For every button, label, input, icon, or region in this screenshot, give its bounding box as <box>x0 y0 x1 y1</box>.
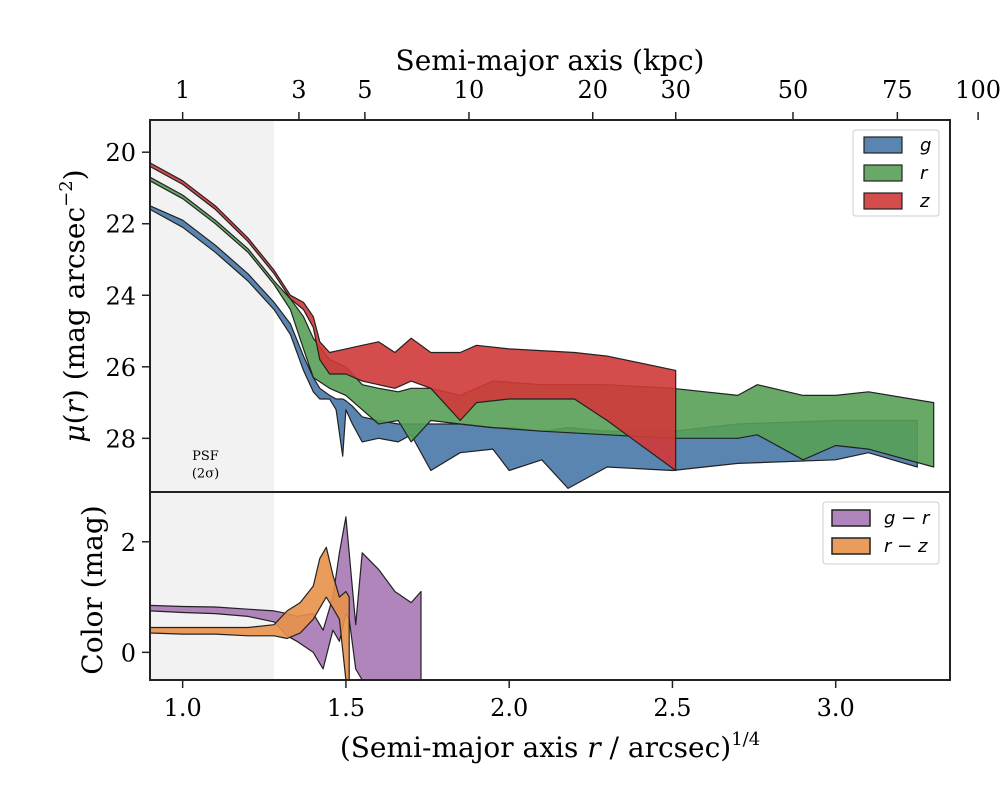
legend-label-z: z <box>919 191 930 212</box>
top-ytick-label: 22 <box>105 211 136 239</box>
bottom-ytick-label: 0 <box>121 639 136 667</box>
xtick-label: 2.5 <box>653 694 691 722</box>
xtick-label: 1.0 <box>164 694 202 722</box>
top-ytick-label: 26 <box>105 354 136 382</box>
legend-swatch-r <box>863 164 903 182</box>
top-ytick-label: 24 <box>105 282 136 310</box>
kpc-tick-label: 10 <box>454 76 485 104</box>
top-axis-label: Semi-major axis (kpc) <box>396 44 705 77</box>
area-band-surface-brightness-2 <box>149 162 677 472</box>
legend-swatch-z <box>863 192 903 210</box>
kpc-tick-label: 75 <box>882 76 913 104</box>
legend-label-g: g <box>920 135 931 156</box>
xtick-label: 3.0 <box>817 694 855 722</box>
top-ytick-label: 20 <box>105 139 136 167</box>
legend-label-r: r <box>920 163 929 184</box>
legend-swatch-g <box>863 136 903 154</box>
legend-label-color-1: r − z <box>884 536 928 557</box>
legend-swatch-color-1 <box>831 537 871 555</box>
psf-label-sigma: (2σ) <box>192 467 219 482</box>
kpc-tick-label: 5 <box>357 76 372 104</box>
y-axis-label-color: Color (mag) <box>76 505 109 674</box>
psf-band-bottom <box>150 492 275 680</box>
top-ytick-label: 28 <box>105 425 136 453</box>
kpc-tick-label: 50 <box>778 76 809 104</box>
area-band-surface-brightness-0 <box>149 205 918 489</box>
bottom-ytick-label: 2 <box>121 529 136 557</box>
legend-top: grz <box>852 129 940 217</box>
legend-swatch-color-0 <box>831 509 871 527</box>
psf-label: PSF <box>192 449 219 464</box>
psf-band <box>150 120 275 492</box>
x-axis-label: (Semi-major axis r / arcsec)1/4 <box>340 729 760 764</box>
panel-color: 0 2 1.0 1.5 2.0 2.5 3.0 Color (mag) (Semi-maj… <box>76 491 951 764</box>
xtick-label: 2.0 <box>490 694 528 722</box>
kpc-tick-label: 3 <box>291 76 306 104</box>
kpc-tick-label: 20 <box>577 76 608 104</box>
kpc-tick-label: 1 <box>175 76 190 104</box>
xtick-label: 1.5 <box>327 694 365 722</box>
kpc-tick-label: 30 <box>660 76 691 104</box>
kpc-tick-label: 100 <box>955 76 1000 104</box>
bottom-panel-frame <box>149 491 951 681</box>
legend-bottom: g − r r − z <box>822 501 940 565</box>
legend-label-color-0: g − r <box>884 508 931 529</box>
y-axis-label-mu: μ(r) (mag arcsec−2) <box>56 169 91 442</box>
